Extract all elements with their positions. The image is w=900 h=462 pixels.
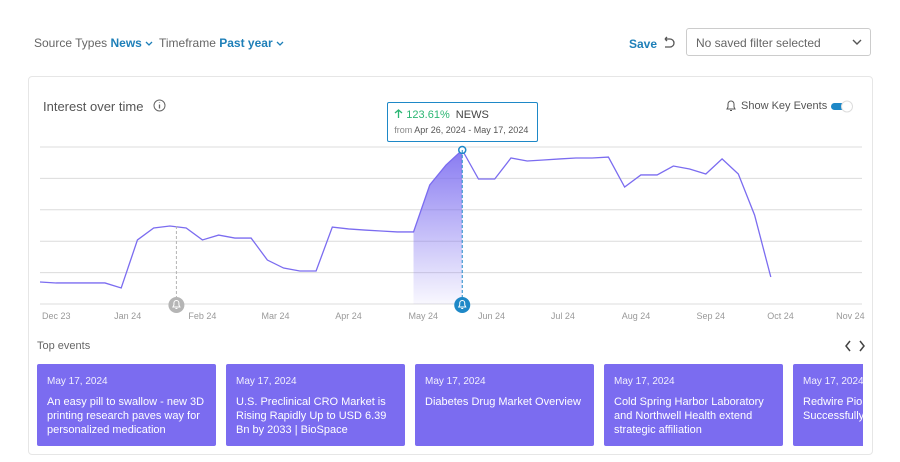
event-title: Diabetes Drug Market Overview [425, 396, 581, 408]
x-tick-label: Dec 23 [42, 311, 71, 321]
tooltip-from: from [394, 125, 413, 135]
event-date: May 17, 2024 [47, 376, 108, 387]
x-tick-label: Jul 24 [551, 311, 575, 321]
chevron [145, 41, 153, 46]
toggle[interactable] [831, 100, 855, 113]
chart: Dec 23 Jan 24 Feb 24 Mar 24 Apr 24 May 24 Jun … [39, 145, 865, 321]
event-card[interactable]: May 17, 2024 An easy pill to swallow - ne… [37, 364, 216, 446]
event-date: May 17, 2024 [614, 376, 675, 387]
toggle-knob [841, 100, 853, 113]
filter-label: Timeframe [159, 36, 216, 50]
chevron [852, 39, 862, 45]
event-title: An easy pill to swallow - new 3D printin… [47, 396, 205, 436]
events-row: May 17, 2024 An easy pill to swallow - ne… [37, 0, 863, 462]
event-date: May 17, 2024 [803, 376, 863, 387]
x-tick-label: Sep 24 [696, 311, 725, 321]
x-tick-label: May 24 [409, 311, 439, 321]
filter-value: Past year [219, 36, 273, 50]
x-tick-label: Jun 24 [478, 311, 505, 321]
x-tick-label: Nov 24 [836, 311, 865, 321]
save-button[interactable]: Save [629, 37, 658, 51]
event-title: U.S. Preclinical CRO Market is Rising Ra… [236, 396, 387, 436]
x-tick-label: Aug 24 [622, 311, 651, 321]
event-date: May 17, 2024 [425, 376, 486, 387]
filter[interactable]: Timeframe Past year [159, 36, 284, 50]
chevron [276, 41, 284, 46]
x-tick-label: Apr 24 [335, 311, 362, 321]
event-date: May 17, 2024 [236, 376, 297, 387]
highlight-area [413, 149, 463, 304]
filter[interactable]: Source Types News [34, 36, 153, 50]
event-card[interactable]: May 17, 2024 U.S. Preclinical CRO Market … [226, 364, 405, 446]
x-tick-label: Feb 24 [188, 311, 216, 321]
line [39, 148, 772, 289]
x-tick-label: Mar 24 [261, 311, 289, 321]
select-text: No saved filter selected [696, 36, 821, 50]
event-title: Redwire Pio Production i Successfully [803, 396, 863, 422]
up-arrow [394, 109, 403, 118]
undo-icon[interactable] [661, 36, 675, 50]
tooltip-range: Apr 26, 2024 - May 17, 2024 [414, 125, 529, 135]
bell-icon [172, 300, 181, 309]
events-title: Top events [37, 340, 91, 352]
event-card[interactable]: May 17, 2024 Redwire Pio Production i Suc… [793, 364, 863, 446]
x-tick-label: Oct 24 [767, 311, 794, 321]
bell-icon [457, 300, 467, 309]
carousel-arrows[interactable] [844, 340, 866, 352]
event-title: Cold Spring Harbor Laboratory and Northw… [614, 396, 764, 436]
toggle-label: Show Key Events [741, 100, 828, 112]
bell-icon [726, 100, 736, 111]
x-tick-label: Jan 24 [114, 311, 141, 321]
chart-card [28, 76, 873, 455]
event-card[interactable]: May 17, 2024 Cold Spring Harbor Laborator… [604, 364, 783, 446]
key-event-marker [168, 297, 185, 313]
info-icon[interactable] [153, 99, 166, 112]
event-card[interactable]: May 17, 2024 Diabetes Drug Market Overvie… [415, 364, 594, 446]
filter-label: Source Types [34, 36, 108, 50]
saved-filter-select[interactable]: No saved filter selected [686, 28, 871, 56]
tooltip-change: 123.61% [406, 109, 450, 121]
tooltip-series: NEWS [455, 109, 489, 121]
filter-value: News [110, 36, 142, 50]
key-event-marker [454, 297, 471, 313]
chart-title: Interest over time [43, 99, 144, 114]
tooltip: 123.61% NEWS from Apr 26, 2024 - May 17,… [387, 102, 539, 142]
